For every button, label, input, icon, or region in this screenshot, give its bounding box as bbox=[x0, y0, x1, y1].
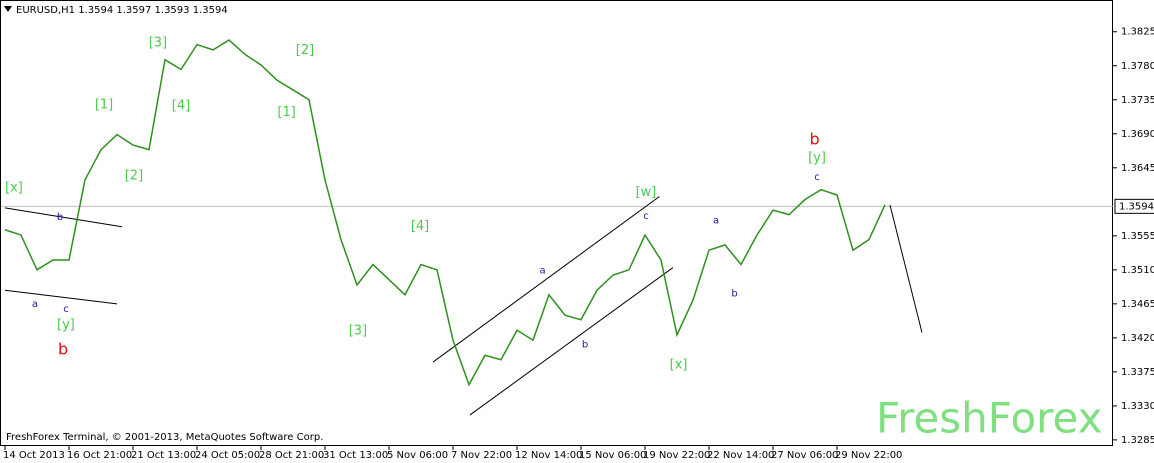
wave-label: b bbox=[810, 129, 820, 148]
x-tick-label: 7 Nov 22:00 bbox=[451, 450, 512, 461]
header-arrow bbox=[4, 6, 12, 12]
wave-label: [2] bbox=[125, 169, 143, 184]
trendline bbox=[469, 267, 674, 416]
price-line bbox=[4, 39, 886, 387]
wave-label: b bbox=[731, 288, 737, 299]
trendline bbox=[432, 196, 660, 363]
wave-label: [4] bbox=[411, 219, 429, 234]
wave-label: b bbox=[57, 212, 63, 223]
y-tick-label: 1.3780 bbox=[1121, 61, 1154, 72]
trendline bbox=[4, 289, 118, 305]
wave-label: [y] bbox=[808, 150, 826, 165]
y-tick-label: 1.3330 bbox=[1121, 401, 1154, 412]
wave-label: [1] bbox=[277, 105, 295, 120]
x-tick-label: 21 Oct 13:00 bbox=[131, 450, 196, 461]
wave-label: c bbox=[814, 172, 820, 183]
wave-label: [2] bbox=[296, 43, 314, 58]
wave-label: [y] bbox=[57, 318, 75, 333]
current-price-label: 1.3594 bbox=[1119, 201, 1154, 212]
y-tick-label: 1.3825 bbox=[1121, 27, 1154, 38]
x-tick-label: 14 Oct 2013 bbox=[3, 450, 65, 461]
y-tick-label: 1.3690 bbox=[1121, 129, 1154, 140]
y-tick-label: 1.3285 bbox=[1121, 435, 1154, 446]
plot-frame bbox=[0, 0, 1113, 446]
watermark: FreshForex bbox=[876, 394, 1102, 443]
trendline bbox=[4, 207, 123, 228]
wave-label: a bbox=[540, 266, 546, 277]
wave-label: [4] bbox=[172, 98, 190, 113]
wave-label: [3] bbox=[149, 36, 167, 51]
wave-label: [3] bbox=[349, 324, 367, 339]
y-tick-label: 1.3375 bbox=[1121, 367, 1154, 378]
y-tick-label: 1.3555 bbox=[1121, 231, 1154, 242]
x-tick-label: 28 Oct 21:00 bbox=[259, 450, 324, 461]
trendline bbox=[889, 204, 923, 333]
current-price-box bbox=[1114, 198, 1154, 214]
y-tick-label: 1.3465 bbox=[1121, 299, 1154, 310]
wave-label: [x] bbox=[670, 358, 688, 373]
chart-title: EURUSD,H1 1.3594 1.3597 1.3593 1.3594 bbox=[16, 5, 228, 16]
x-tick-label: 24 Oct 05:00 bbox=[195, 450, 260, 461]
x-tick-label: 5 Nov 06:00 bbox=[387, 450, 448, 461]
y-tick-label: 1.3510 bbox=[1121, 265, 1154, 276]
footer: FreshForex Terminal, © 2001-2013, MetaQu… bbox=[6, 432, 323, 443]
x-tick-label: 31 Oct 13:00 bbox=[323, 450, 388, 461]
y-tick-label: 1.3735 bbox=[1121, 95, 1154, 106]
wave-label: a bbox=[32, 299, 38, 310]
wave-label: c bbox=[643, 211, 649, 222]
wave-label: [w] bbox=[636, 185, 657, 200]
wave-label: [x] bbox=[5, 181, 23, 196]
wave-label: c bbox=[63, 304, 69, 315]
x-tick-label: 16 Oct 21:00 bbox=[67, 450, 132, 461]
x-tick-label: 19 Nov 22:00 bbox=[643, 450, 710, 461]
x-tick-label: 22 Nov 14:00 bbox=[707, 450, 774, 461]
wave-label: a bbox=[713, 216, 719, 227]
y-tick-label: 1.3420 bbox=[1121, 333, 1154, 344]
x-tick-label: 15 Nov 06:00 bbox=[579, 450, 646, 461]
x-tick-label: 12 Nov 14:00 bbox=[515, 450, 582, 461]
wave-label: b bbox=[58, 339, 68, 358]
x-tick-label: 27 Nov 06:00 bbox=[771, 450, 838, 461]
wave-label: b bbox=[582, 340, 588, 351]
x-tick-label: 29 Nov 22:00 bbox=[835, 450, 902, 461]
y-tick-label: 1.3645 bbox=[1121, 163, 1154, 174]
wave-label: [1] bbox=[95, 98, 113, 113]
